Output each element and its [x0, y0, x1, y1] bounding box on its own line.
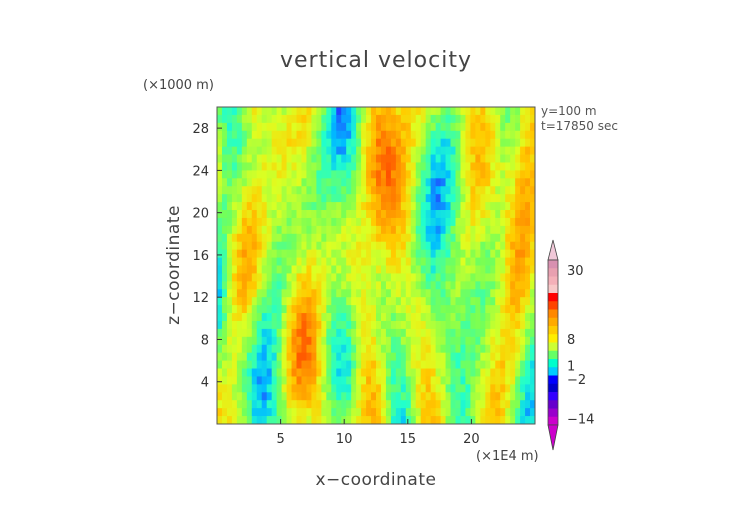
colorbar-segment — [548, 326, 558, 335]
colorbar-segment — [548, 293, 558, 302]
colorbar-segment — [548, 301, 558, 310]
colorbar-label: 8 — [567, 333, 575, 348]
colorbar: 30 8 1−2 −14 — [547, 239, 594, 451]
chart-title: vertical velocity — [279, 48, 472, 73]
z-axis-unit: (×1000 m) — [143, 78, 214, 93]
colorbar-segment — [548, 367, 558, 376]
x-tick-label: 15 — [400, 432, 417, 447]
y-tick-label: 8 — [201, 333, 209, 348]
colorbar-label: 1 — [567, 360, 575, 375]
colorbar-segment — [548, 284, 558, 294]
colorbar-segment — [548, 334, 558, 343]
x-axis-unit: (×1E4 m) — [476, 449, 539, 464]
y-tick-label: 16 — [192, 249, 209, 264]
y-tick-label: 20 — [192, 207, 209, 222]
colorbar-segment — [548, 342, 558, 352]
colorbar-segment — [548, 276, 558, 286]
colorbar-segment — [548, 400, 558, 409]
x-tick-label: 20 — [463, 432, 480, 447]
x-axis-label: x−coordinate — [315, 470, 437, 490]
y-tick-label: 28 — [192, 122, 209, 137]
x-tick-label: 5 — [276, 432, 284, 447]
time-annotation: t=17850 sec — [541, 119, 618, 133]
colorbar-segment — [548, 383, 558, 393]
colorbar-segment — [548, 350, 558, 360]
colorbar-segment — [548, 260, 558, 269]
axis-ticks: 5 10 15 20 4 8 12 16 20 24 28 — [192, 122, 479, 447]
colorbar-segment — [548, 416, 558, 426]
colorbar-label: 30 — [567, 264, 584, 279]
y-tick-label: 24 — [192, 164, 209, 179]
colorbar-segment — [548, 317, 558, 327]
colorbar-label: −2 — [567, 373, 586, 388]
colorbar-segment — [548, 359, 558, 368]
plot-frame — [216, 106, 536, 425]
y-tick-label: 12 — [192, 291, 209, 306]
y-position-annotation: y=100 m — [541, 104, 597, 118]
colorbar-segment — [548, 392, 558, 401]
colorbar-segment — [548, 408, 558, 418]
colorbar-min-arrow — [547, 424, 559, 451]
colorbar-segment — [548, 375, 558, 385]
colorbar-label: −14 — [567, 412, 594, 427]
colorbar-max-arrow — [547, 239, 559, 261]
colorbar-segment — [548, 268, 558, 277]
colorbar-segment — [548, 309, 558, 319]
x-tick-label: 10 — [336, 432, 353, 447]
velocity-field — [217, 107, 536, 425]
y-tick-label: 4 — [201, 376, 209, 391]
